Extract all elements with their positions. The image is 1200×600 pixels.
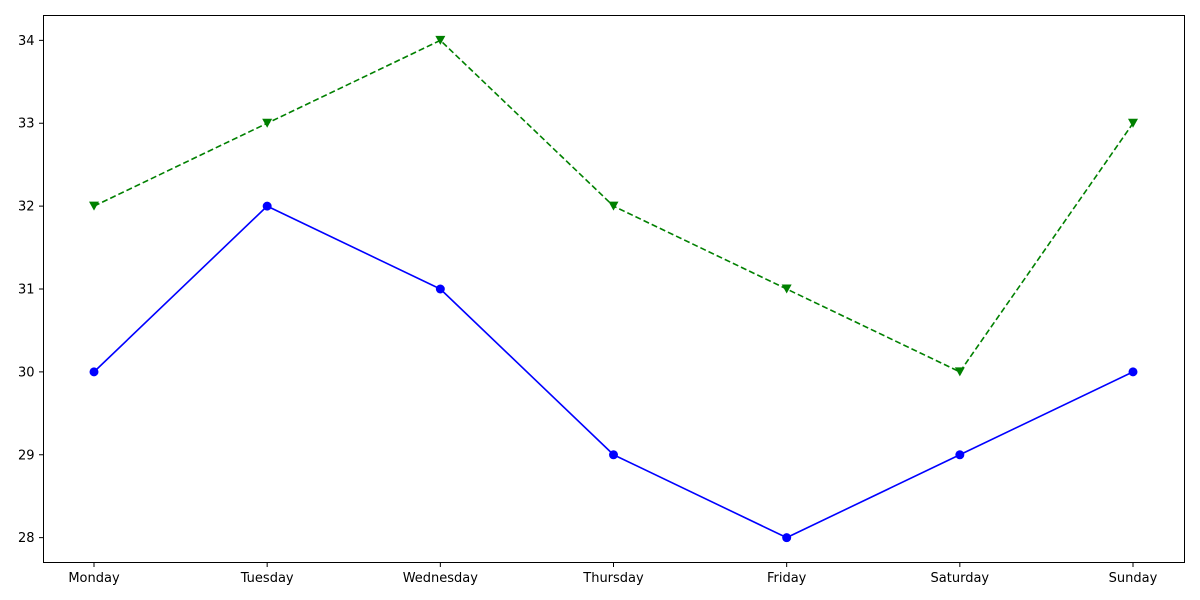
series-1-point-monday [89, 367, 99, 377]
x-tick-label-sunday: Sunday [1109, 571, 1158, 586]
series-layer [89, 35, 1138, 543]
series-1 [89, 201, 1138, 543]
series-2-point-friday [781, 284, 792, 294]
x-tick-label-tuesday: Tuesday [240, 571, 294, 586]
x-tick-label-thursday: Thursday [582, 571, 644, 586]
series-1-point-sunday [1128, 367, 1138, 377]
y-tick-label-31: 31 [18, 283, 35, 298]
y-tick-label-28: 28 [18, 531, 35, 546]
series-2-point-sunday [1128, 118, 1138, 128]
series-2-point-wednesday [435, 35, 446, 45]
series-2-point-saturday [954, 367, 965, 377]
series-2 [89, 35, 1138, 377]
y-tick-label-33: 33 [18, 117, 35, 132]
y-tick-label-34: 34 [18, 34, 35, 49]
series-2-point-monday [89, 201, 99, 211]
y-tick-label-32: 32 [18, 200, 35, 215]
x-tick-label-friday: Friday [767, 571, 807, 586]
series-1-point-tuesday [262, 201, 272, 211]
series-1-point-wednesday [435, 284, 445, 294]
series-2-point-thursday [608, 201, 619, 211]
x-axis: Monday Tuesday Wednesday Thursday Friday Satu… [68, 562, 1158, 586]
y-axis: 28 29 30 31 32 33 34 [18, 34, 44, 546]
x-tick-label-wednesday: Wednesday [403, 571, 479, 586]
series-2-point-tuesday [262, 118, 273, 128]
y-tick-label-29: 29 [18, 448, 35, 463]
x-tick-label-saturday: Saturday [931, 571, 990, 586]
plot-frame [43, 15, 1185, 563]
series-1-point-thursday [609, 450, 618, 460]
y-tick-label-30: 30 [18, 365, 35, 380]
series-1-point-saturday [955, 450, 965, 460]
x-tick-label-monday: Monday [68, 571, 120, 586]
series-1-point-friday [782, 533, 792, 543]
